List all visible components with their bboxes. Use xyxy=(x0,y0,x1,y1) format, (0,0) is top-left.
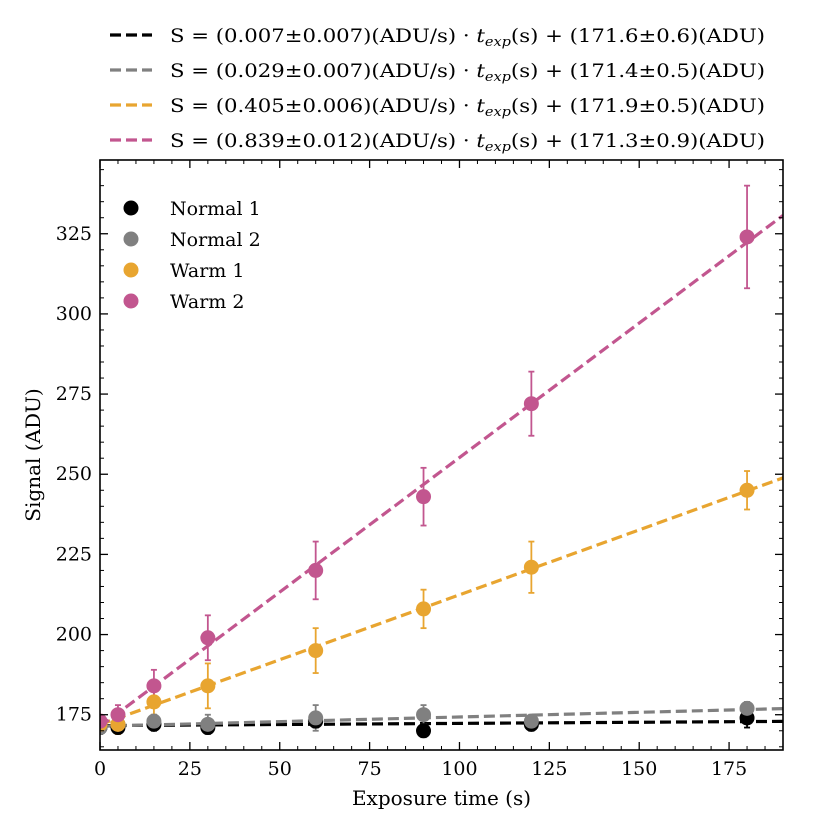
x-tick-label: 150 xyxy=(621,758,657,780)
data-point xyxy=(416,723,432,739)
data-point xyxy=(523,559,539,575)
legend-label: Normal 2 xyxy=(170,229,261,251)
x-tick-label: 50 xyxy=(268,758,292,780)
data-point xyxy=(739,700,755,716)
data-points xyxy=(100,229,755,739)
data-point xyxy=(308,710,324,726)
x-tick-label: 0 xyxy=(94,758,106,780)
data-point xyxy=(110,707,126,723)
data-point xyxy=(308,562,324,578)
data-point xyxy=(416,601,432,617)
data-point xyxy=(308,643,324,659)
legend-marker xyxy=(123,200,139,216)
y-tick-label: 225 xyxy=(56,543,92,565)
fit-line-4 xyxy=(100,214,783,728)
legend-marker xyxy=(123,231,139,247)
legend-label: Warm 1 xyxy=(170,260,244,282)
fit-equation: S = (0.007±0.007)(ADU/s) · texp (s) + (17… xyxy=(170,25,765,50)
x-tick-label: 125 xyxy=(531,758,567,780)
y-tick-label: 175 xyxy=(56,704,92,726)
data-point xyxy=(739,229,755,245)
data-point xyxy=(200,630,216,646)
data-point xyxy=(739,482,755,498)
legend-label: Normal 1 xyxy=(170,198,261,220)
y-tick-label: 200 xyxy=(56,624,92,646)
y-tick-label: 300 xyxy=(56,303,92,325)
fit-equation: S = (0.405±0.006)(ADU/s) · texp (s) + (17… xyxy=(170,95,765,120)
series-legend: Normal 1 Normal 2 Warm 1 Warm 2 xyxy=(123,198,261,313)
data-point xyxy=(523,396,539,412)
y-axis-label: Signal (ADU) xyxy=(21,388,45,521)
data-point xyxy=(146,713,162,729)
data-point xyxy=(100,713,108,729)
data-point xyxy=(200,716,216,732)
legend-marker xyxy=(123,262,139,278)
plot-area xyxy=(100,184,783,739)
legend-label: Warm 2 xyxy=(170,291,244,313)
x-tick-label: 175 xyxy=(711,758,747,780)
y-tick-label: 325 xyxy=(56,223,92,245)
data-point xyxy=(146,694,162,710)
data-point xyxy=(523,713,539,729)
y-tick-label: 275 xyxy=(56,383,92,405)
x-tick-label: 25 xyxy=(178,758,202,780)
legend-marker xyxy=(123,293,139,309)
x-axis-label: Exposure time (s) xyxy=(352,786,531,810)
y-tick-label: 250 xyxy=(56,463,92,485)
data-point xyxy=(200,678,216,694)
x-tick-label: 75 xyxy=(358,758,382,780)
data-point xyxy=(416,707,432,723)
data-point xyxy=(416,489,432,505)
fit-equation: S = (0.839±0.012)(ADU/s) · texp (s) + (17… xyxy=(170,130,765,155)
x-axis-ticks: 0 25 50 75 100 125 150 175 xyxy=(94,160,784,780)
fit-equation: S = (0.029±0.007)(ADU/s) · texp (s) + (17… xyxy=(170,60,765,85)
fit-legend: S = (0.007±0.007)(ADU/s) · texp (s) + (17… xyxy=(110,25,765,155)
y-axis-ticks: 175 200 225 250 275 300 325 xyxy=(56,169,783,748)
data-point xyxy=(146,678,162,694)
x-tick-label: 100 xyxy=(441,758,477,780)
